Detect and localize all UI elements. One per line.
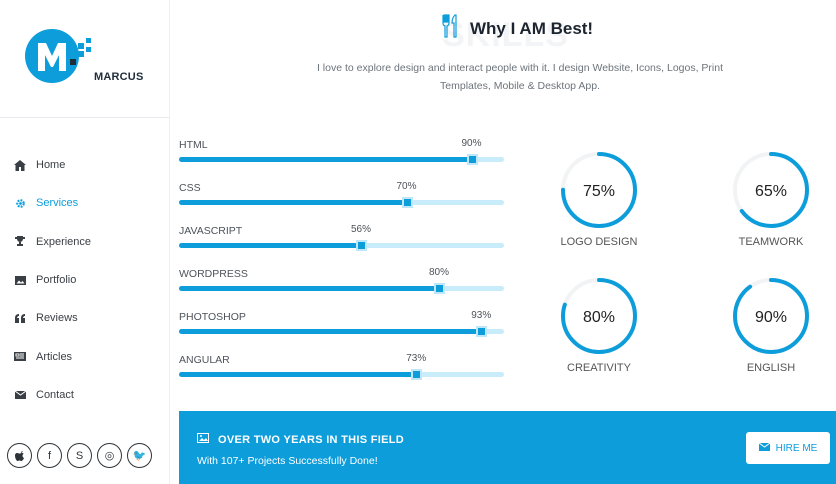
skill-percent: 73% <box>406 353 427 364</box>
brand-name: MARCUS <box>94 71 144 83</box>
main-content: SKILLS Why I AM Best! I love to explore … <box>170 0 836 484</box>
envelope-icon <box>13 388 27 402</box>
twitter-icon[interactable]: 🐦 <box>127 443 152 468</box>
skill-label: PHOTOSHOP <box>179 311 246 323</box>
sidebar-item-portfolio[interactable]: Portfolio <box>0 261 170 299</box>
trophy-icon <box>13 235 27 249</box>
skill-bars: HTML 90% CSS 70% JAVASCRIPT 56% WORDPRESS 80% PH… <box>179 132 504 390</box>
banner-subtitle: With 107+ Projects Successfully Done! <box>197 455 378 467</box>
hire-me-button[interactable]: HIRE ME <box>746 432 830 464</box>
sidebar-item-label: Articles <box>36 350 73 363</box>
logo-icon[interactable] <box>24 26 96 84</box>
circle-label: LOGO DESIGN <box>560 236 638 248</box>
circle-value: 65% <box>754 183 788 200</box>
skill-track <box>179 283 504 294</box>
skill-handle <box>434 283 445 294</box>
circle-label: ENGLISH <box>746 362 796 374</box>
apple-icon[interactable] <box>7 443 32 468</box>
section-heading: Why I AM Best! <box>440 14 593 43</box>
skill-handle <box>411 369 423 380</box>
progress-ring <box>561 278 637 354</box>
skill-handle <box>356 240 367 251</box>
sidebar-item-reviews[interactable]: Reviews <box>0 299 170 337</box>
skill-percent: 90% <box>461 138 482 149</box>
skill-fill <box>179 329 482 334</box>
circle-value: 80% <box>582 309 616 326</box>
skill-circle-english: 90% ENGLISH <box>731 276 811 374</box>
sidebar-nav: Home Services Experience Portfolio Reviews Ar… <box>0 146 170 414</box>
skill-track <box>179 154 504 165</box>
section-watermark: SKILLS <box>442 16 569 54</box>
section-title: Why I AM Best! <box>470 18 594 38</box>
skill-handle <box>466 154 478 165</box>
hire-me-label: HIRE ME <box>775 442 818 454</box>
gear-icon <box>13 196 27 210</box>
sidebar-item-articles[interactable]: Articles <box>0 337 170 375</box>
sidebar-item-label: Reviews <box>36 312 78 325</box>
banner-title-text: OVER TWO YEARS IN THIS FIELD <box>218 433 405 446</box>
facebook-icon[interactable]: f <box>37 443 62 468</box>
instagram-icon[interactable]: ◎ <box>97 443 122 468</box>
skill-track <box>179 197 504 208</box>
image-icon <box>197 433 209 446</box>
skype-icon[interactable]: S <box>67 443 92 468</box>
sidebar-item-services[interactable]: Services <box>0 184 170 222</box>
quote-icon <box>13 311 27 325</box>
progress-ring <box>561 152 637 228</box>
sidebar-item-contact[interactable]: Contact <box>0 376 170 414</box>
skill-label: WORDPRESS <box>179 268 248 280</box>
skill-circle-logo-design: 75% LOGO DESIGN <box>559 150 639 248</box>
newspaper-icon <box>13 350 27 364</box>
skill-percent: 56% <box>350 224 372 235</box>
sidebar: MARCUS Home Services Experience Portfolio Re… <box>0 0 170 484</box>
banner-title: OVER TWO YEARS IN THIS FIELD <box>197 433 404 446</box>
social-links: f S ◎ 🐦 <box>7 443 152 468</box>
skill-bar-wordpress: WORDPRESS 80% <box>179 261 504 304</box>
skill-label: JAVASCRIPT <box>179 225 243 237</box>
skill-fill <box>179 243 361 248</box>
sidebar-item-label: Contact <box>36 388 74 401</box>
envelope-icon <box>758 442 770 454</box>
skill-percent: 93% <box>471 310 492 321</box>
skill-track <box>179 326 504 337</box>
section-subtitle: I love to explore design and interact pe… <box>316 62 724 92</box>
sidebar-item-experience[interactable]: Experience <box>0 223 170 261</box>
skill-bar-angular: ANGULAR 73% <box>179 347 504 390</box>
circle-label: CREATIVITY <box>567 362 631 374</box>
skill-fill <box>179 286 439 291</box>
image-icon <box>13 273 27 287</box>
skill-label: CSS <box>179 182 201 194</box>
skill-fill <box>179 200 407 205</box>
sidebar-item-label: Home <box>36 159 66 172</box>
sidebar-item-label: Services <box>36 197 79 210</box>
skill-handle <box>476 326 488 337</box>
skill-percent: 80% <box>428 267 450 278</box>
skill-bar-html: HTML 90% <box>179 132 504 175</box>
logo-area: MARCUS <box>0 0 170 118</box>
skill-circle-teamwork: 65% TEAMWORK <box>731 150 811 248</box>
experience-banner: OVER TWO YEARS IN THIS FIELD With 107+ P… <box>179 411 836 484</box>
progress-ring <box>733 278 809 354</box>
home-icon <box>13 158 27 172</box>
sidebar-item-label: Portfolio <box>36 274 77 287</box>
circle-value: 90% <box>754 309 788 326</box>
sidebar-item-home[interactable]: Home <box>0 146 170 184</box>
skill-bar-javascript: JAVASCRIPT 56% <box>179 218 504 261</box>
skill-fill <box>179 372 417 377</box>
skill-circle-creativity: 80% CREATIVITY <box>559 276 639 374</box>
skill-label: HTML <box>179 139 208 151</box>
skill-track <box>179 369 504 380</box>
skill-percent: 70% <box>396 181 417 192</box>
circle-value: 75% <box>582 183 616 200</box>
skill-bar-css: CSS 70% <box>179 175 504 218</box>
progress-ring <box>733 152 809 228</box>
skill-handle <box>401 197 413 208</box>
skill-fill <box>179 157 472 162</box>
skill-label: ANGULAR <box>179 354 230 366</box>
circle-label: TEAMWORK <box>738 236 804 248</box>
sidebar-item-label: Experience <box>36 235 92 248</box>
skill-track <box>179 240 504 251</box>
cutlery-icon <box>440 14 460 43</box>
skill-bar-photoshop: PHOTOSHOP 93% <box>179 304 504 347</box>
